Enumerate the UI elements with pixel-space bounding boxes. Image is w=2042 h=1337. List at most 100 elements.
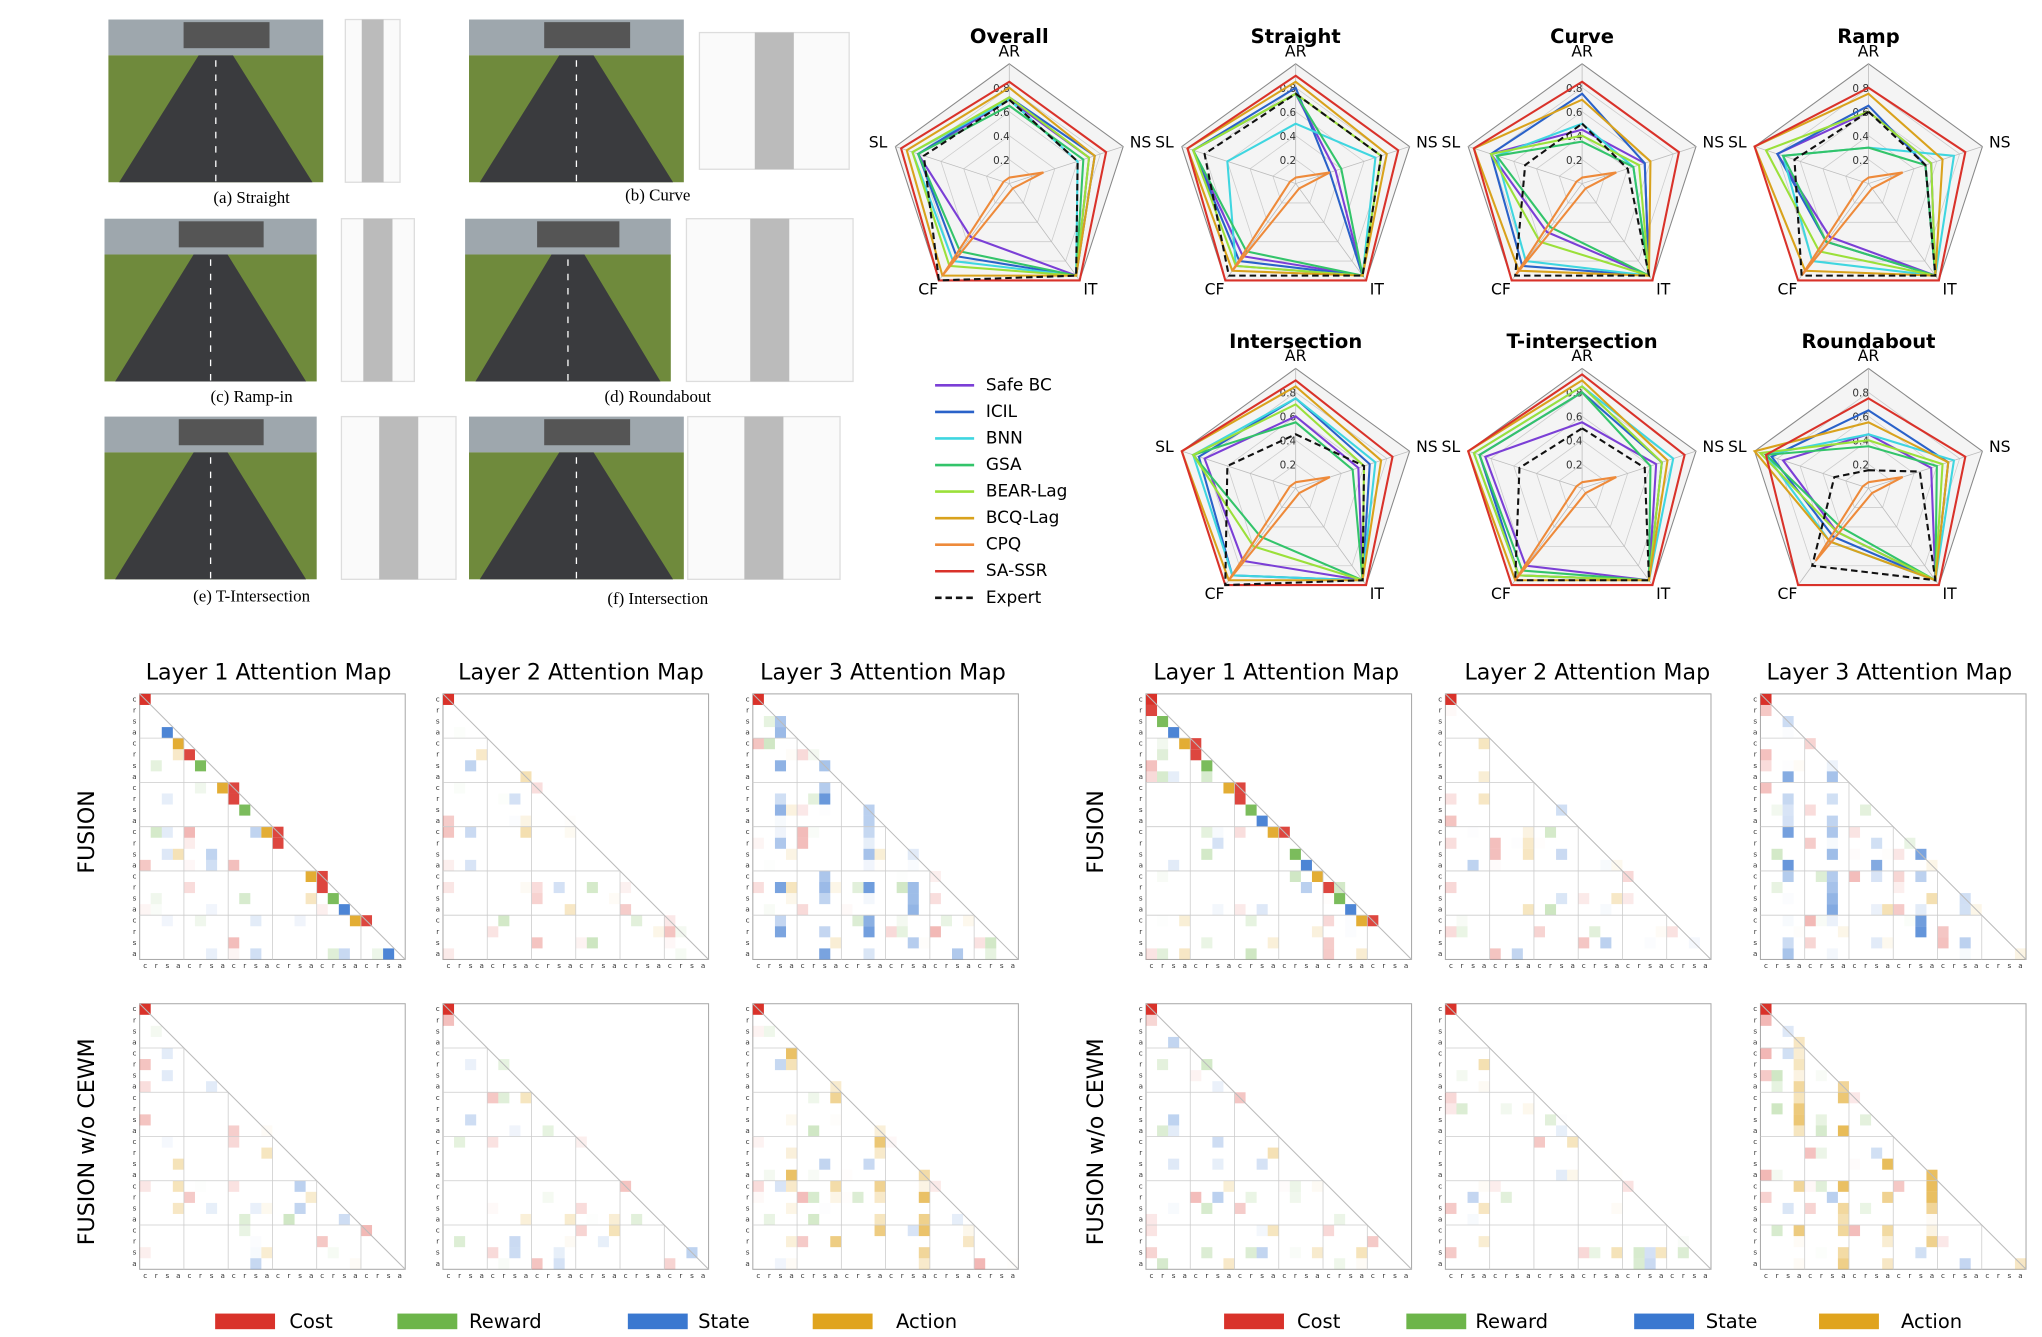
radar-axis-label: AR xyxy=(1285,43,1307,61)
attention-cell xyxy=(1157,1258,1168,1269)
attention-token: a xyxy=(132,1126,136,1135)
attention-cell xyxy=(1257,1225,1268,1236)
attention-cell xyxy=(206,860,217,871)
attention-cell xyxy=(1445,882,1456,893)
attention-token: a xyxy=(1011,961,1015,970)
attention-cell xyxy=(565,1236,576,1247)
attention-cell xyxy=(952,948,963,959)
attention-token: a xyxy=(265,961,269,970)
attention-token: r xyxy=(1205,1271,1208,1280)
attention-cell xyxy=(250,1258,261,1269)
attention-cell xyxy=(974,1258,985,1269)
attention-token: r xyxy=(768,1271,771,1280)
attention-cell xyxy=(1157,915,1168,926)
attention-cell xyxy=(509,1236,520,1247)
legend-swatch xyxy=(813,1314,873,1330)
attention-token: s xyxy=(513,961,517,970)
attention-token: s xyxy=(1604,961,1608,970)
attention-token: s xyxy=(1753,1115,1757,1124)
attention-token: c xyxy=(436,1181,440,1190)
attention-cell xyxy=(1783,771,1794,782)
attention-cell xyxy=(764,860,775,871)
attention-token: a xyxy=(1753,949,1757,958)
attention-cell xyxy=(1345,915,1356,926)
attention-cell xyxy=(620,904,631,915)
attention-token: a xyxy=(436,860,440,869)
attention-cell xyxy=(1235,904,1246,915)
attention-token: a xyxy=(612,961,616,970)
attention-cell xyxy=(875,1214,886,1225)
legend-label: Action xyxy=(1901,1310,1962,1333)
attention-cell xyxy=(753,1026,764,1037)
attention-token: c xyxy=(1753,1049,1757,1058)
attention-cell xyxy=(985,937,996,948)
attention-token: a xyxy=(132,1170,136,1179)
attention-token: a xyxy=(524,1271,528,1280)
attention-cell xyxy=(1805,915,1816,926)
attention-cell xyxy=(520,827,531,838)
attention-token: s xyxy=(254,961,258,970)
attention-token: c xyxy=(491,961,495,970)
attention-token: r xyxy=(1338,1271,1341,1280)
attention-cell xyxy=(775,926,786,937)
attention-token: a xyxy=(1271,1271,1275,1280)
attention-token: a xyxy=(568,961,572,970)
attention-cell xyxy=(1849,849,1860,860)
attention-token: a xyxy=(220,961,224,970)
attention-cell xyxy=(1589,926,1600,937)
attention-token: r xyxy=(288,1271,291,1280)
attention-token: s xyxy=(1393,1271,1397,1280)
attention-cell xyxy=(509,1247,520,1258)
attention-token: s xyxy=(956,1271,960,1280)
attention-token: a xyxy=(436,728,440,737)
attention-cell xyxy=(1882,1225,1893,1236)
attention-token: a xyxy=(220,1271,224,1280)
attention-cell xyxy=(306,893,317,904)
attention-cell xyxy=(250,827,261,838)
attention-token: a xyxy=(1753,1082,1757,1091)
attention-token: a xyxy=(922,1271,926,1280)
attention-cell xyxy=(1827,871,1838,882)
attention-cell xyxy=(1157,738,1168,749)
attention-token: a xyxy=(1438,728,1442,737)
attention-token: r xyxy=(989,1271,992,1280)
radar-axis-label: NS xyxy=(1703,133,1725,151)
attention-cell xyxy=(775,760,786,771)
attention-token: r xyxy=(746,1060,749,1069)
attention-cell xyxy=(487,1203,498,1214)
attention-token: s xyxy=(1753,805,1757,814)
attention-cell xyxy=(775,793,786,804)
attention-cell xyxy=(786,749,797,760)
attention-cell xyxy=(1212,827,1223,838)
attention-token: a xyxy=(878,961,882,970)
attention-token: c xyxy=(1753,871,1757,880)
attention-token: s xyxy=(133,805,137,814)
attention-token: s xyxy=(690,961,694,970)
attention-cell xyxy=(1445,1203,1456,1214)
attention-cell xyxy=(863,860,874,871)
attention-token: c xyxy=(436,694,440,703)
attention-cell xyxy=(1445,816,1456,827)
attention-token: c xyxy=(132,1049,136,1058)
attention-cell xyxy=(797,1236,808,1247)
attention-token: s xyxy=(1260,1271,1264,1280)
legend-swatch xyxy=(215,1314,275,1330)
attention-token: a xyxy=(1974,1271,1978,1280)
legend-label: Safe BC xyxy=(986,374,1052,394)
attention-token: r xyxy=(436,750,439,759)
attention-cell xyxy=(819,793,830,804)
attention-cell xyxy=(1772,805,1783,816)
attention-cell xyxy=(819,893,830,904)
attention-token: a xyxy=(745,1082,749,1091)
attention-title: Layer 3 Attention Map xyxy=(760,660,1006,686)
attention-cell xyxy=(162,1137,173,1148)
attention-token: a xyxy=(1526,1271,1530,1280)
attention-cell xyxy=(1926,1181,1937,1192)
attention-cell xyxy=(875,1225,886,1236)
attention-cell xyxy=(162,915,173,926)
attention-cell xyxy=(797,838,808,849)
attention-token: a xyxy=(1139,1170,1143,1179)
attention-token: s xyxy=(746,849,750,858)
attention-token: s xyxy=(2008,961,2012,970)
attention-token: c xyxy=(1449,1271,1453,1280)
